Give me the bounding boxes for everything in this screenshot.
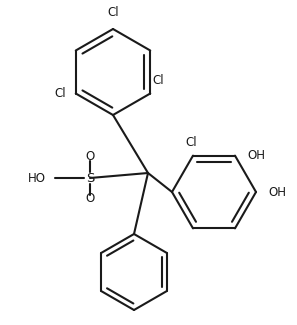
Text: O: O	[85, 150, 95, 163]
Text: OH: OH	[268, 186, 286, 199]
Text: Cl: Cl	[54, 87, 66, 100]
Text: O: O	[85, 192, 95, 205]
Text: OH: OH	[247, 149, 265, 162]
Text: Cl: Cl	[152, 74, 164, 87]
Text: S: S	[86, 172, 94, 185]
Text: HO: HO	[28, 172, 46, 185]
Text: Cl: Cl	[185, 136, 197, 149]
Text: Cl: Cl	[107, 6, 119, 19]
